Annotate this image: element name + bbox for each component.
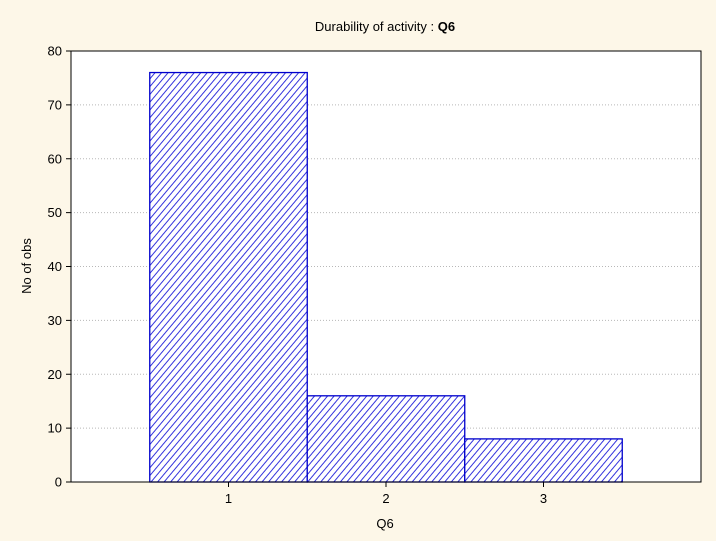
x-axis-title: Q6	[376, 516, 393, 531]
bar-1	[149, 71, 308, 483]
bar-2	[306, 395, 466, 483]
bar-3	[464, 438, 623, 483]
y-tick-label: 50	[48, 205, 62, 220]
y-tick-label: 30	[48, 313, 62, 328]
y-tick-label: 70	[48, 97, 62, 112]
y-tick-label: 0	[55, 475, 62, 490]
y-tick-label: 40	[48, 259, 62, 274]
x-tick-label: 2	[382, 491, 389, 506]
chart-title: Durability of activity : Q6	[315, 19, 455, 34]
x-tick-label: 1	[225, 491, 232, 506]
x-axis: 1 2 3	[225, 482, 547, 506]
x-tick-label: 3	[540, 491, 547, 506]
y-tick-label: 60	[48, 151, 62, 166]
y-tick-label: 20	[48, 367, 62, 382]
y-tick-label: 80	[48, 44, 62, 59]
y-tick-label: 10	[48, 421, 62, 436]
y-axis-title: No of obs	[19, 238, 34, 294]
y-axis: 0 10 20 30 40 50 60 70 80	[48, 44, 71, 490]
